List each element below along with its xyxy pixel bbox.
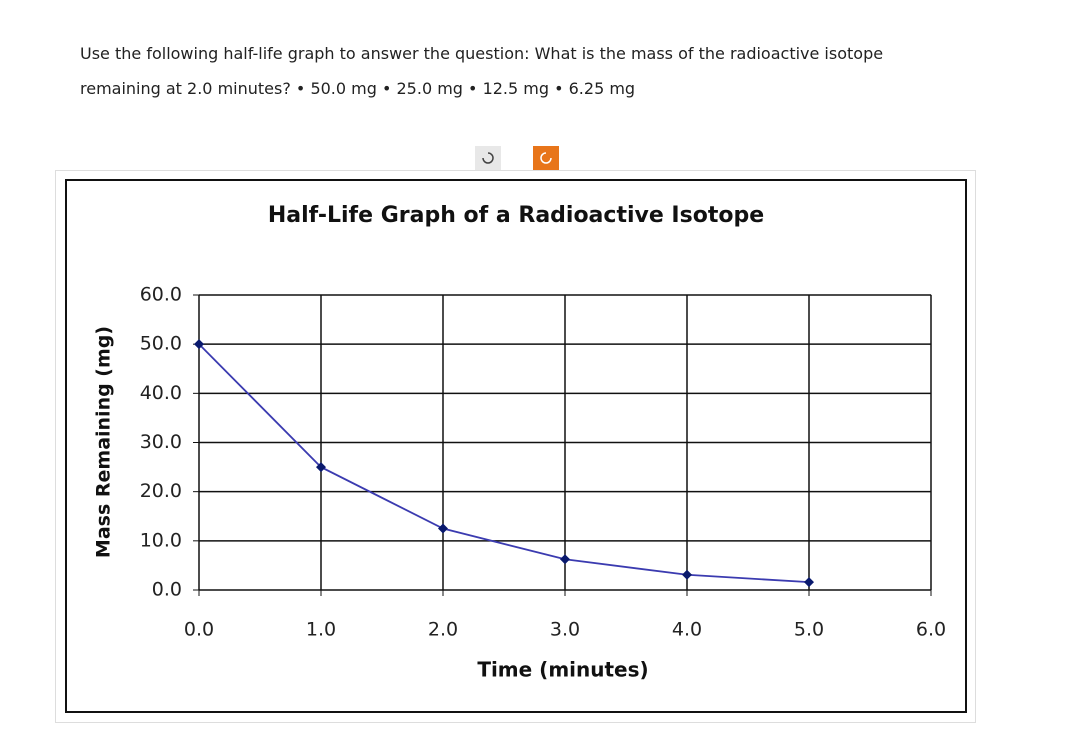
y-tick-label: 50.0 <box>140 333 182 355</box>
y-tick-label: 60.0 <box>140 284 182 306</box>
y-tick-label: 10.0 <box>140 529 182 551</box>
y-tick-label: 20.0 <box>140 480 182 502</box>
data-point <box>682 569 692 580</box>
data-point <box>438 523 448 534</box>
question-line: remaining at 2.0 minutes? • 50.0 mg • 25… <box>80 79 636 98</box>
x-tick-label: 2.0 <box>428 619 458 641</box>
x-tick-label: 3.0 <box>550 619 580 641</box>
rotate-right-button[interactable] <box>533 146 559 170</box>
y-tick-label: 40.0 <box>140 382 182 404</box>
data-point <box>560 554 570 565</box>
x-tick-label: 0.0 <box>184 619 214 641</box>
rotate-left-icon <box>482 152 494 164</box>
chart-title: Half-Life Graph of a Radioactive Isotope <box>268 203 764 228</box>
series-line <box>198 343 810 584</box>
rotate-left-button[interactable] <box>475 146 501 170</box>
x-tick-label: 1.0 <box>306 619 336 641</box>
rotate-right-icon <box>540 152 552 164</box>
x-tick-label: 4.0 <box>672 619 702 641</box>
data-point <box>194 339 204 350</box>
x-axis-label: Time (minutes) <box>477 658 648 682</box>
y-tick-label: 30.0 <box>140 431 182 453</box>
question-line: Use the following half-life graph to ans… <box>80 44 884 63</box>
data-point <box>316 462 326 473</box>
y-axis-label: Mass Remaining (mg) <box>93 326 115 558</box>
y-tick-label: 0.0 <box>152 579 182 601</box>
data-point <box>804 577 814 588</box>
x-tick-label: 6.0 <box>916 619 946 641</box>
x-tick-label: 5.0 <box>794 619 824 641</box>
